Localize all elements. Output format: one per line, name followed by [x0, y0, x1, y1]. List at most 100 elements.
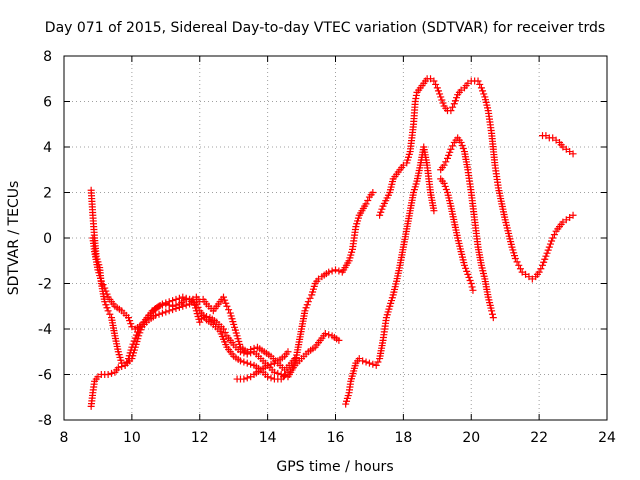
data-point [436, 90, 444, 98]
data-point [325, 268, 333, 276]
series-arc-4 [233, 348, 292, 383]
data-point [443, 154, 451, 162]
data-point [465, 273, 473, 281]
data-point [369, 360, 377, 368]
data-point [267, 374, 275, 382]
data-point [175, 303, 183, 311]
data-point [101, 284, 109, 292]
data-point [247, 345, 255, 353]
data-point [264, 373, 272, 381]
data-point [544, 246, 552, 254]
data-point [169, 306, 177, 314]
data-point [364, 196, 372, 204]
data-point [430, 207, 438, 215]
data-point [442, 158, 450, 166]
data-point [447, 145, 455, 153]
data-point [243, 374, 251, 382]
data-point [303, 301, 311, 309]
data-point [335, 267, 343, 275]
data-point [291, 355, 299, 363]
data-point [106, 310, 114, 318]
data-point [325, 331, 333, 339]
data-point [377, 208, 385, 216]
data-point [102, 301, 110, 309]
data-point [477, 84, 485, 92]
data-point [104, 307, 112, 315]
x-axis-title: GPS time / hours [276, 459, 393, 475]
y-tick-label: 2 [43, 186, 52, 202]
data-point [548, 237, 556, 245]
data-point [127, 320, 135, 328]
data-point [463, 267, 471, 275]
data-point [434, 87, 442, 95]
data-point [449, 103, 457, 111]
data-point [546, 240, 554, 248]
data-point [432, 80, 440, 88]
x-tick-label: 24 [598, 430, 616, 446]
y-tick-label: -6 [38, 368, 52, 384]
data-point [458, 141, 466, 149]
data-point [158, 309, 166, 317]
data-point [240, 375, 248, 383]
series-arc-8 [437, 175, 477, 294]
data-point [569, 211, 577, 219]
data-point [192, 300, 200, 308]
data-point [101, 298, 109, 306]
data-point [374, 358, 382, 366]
data-point [372, 361, 380, 369]
series-arc-7 [437, 134, 497, 322]
data-point [162, 308, 170, 316]
data-point [179, 302, 187, 310]
data-point [466, 276, 474, 284]
data-point [440, 179, 448, 187]
data-point [225, 306, 233, 314]
data-point [97, 277, 105, 285]
data-point [430, 77, 438, 85]
data-point [365, 359, 373, 367]
data-point [155, 310, 163, 318]
data-point [515, 261, 523, 269]
data-point [240, 358, 248, 366]
series-arc-6 [376, 75, 577, 283]
data-point [196, 318, 204, 326]
data-point [221, 296, 229, 304]
data-point [441, 182, 449, 190]
data-point [516, 265, 524, 273]
y-tick-label: 0 [43, 231, 52, 247]
data-point [104, 371, 112, 378]
data-point [440, 161, 448, 169]
data-point [332, 266, 339, 274]
data-point [172, 305, 180, 313]
y-axis-title: SDTVAR / TECUs [6, 181, 22, 296]
data-point [335, 336, 343, 344]
series-arc-3 [89, 234, 343, 383]
data-point [321, 330, 329, 338]
data-point [437, 93, 445, 101]
data-point [169, 297, 177, 305]
data-point [462, 264, 470, 272]
data-point [476, 80, 484, 88]
data-point [243, 359, 251, 367]
data-point [220, 293, 228, 301]
y-tick-label: -4 [38, 322, 52, 338]
data-point [537, 265, 545, 273]
data-point [467, 280, 475, 287]
x-tick-label: 14 [259, 430, 277, 446]
data-point [165, 298, 173, 306]
data-point [175, 294, 183, 302]
data-point [118, 363, 126, 371]
data-point [489, 314, 497, 322]
data-point [162, 299, 170, 307]
data-point [550, 231, 558, 239]
data-point [306, 294, 314, 302]
data-point [108, 369, 116, 377]
data-point [438, 96, 446, 104]
data-point [459, 145, 467, 153]
data-point [569, 150, 577, 158]
data-point [135, 332, 143, 340]
data-point [539, 261, 547, 269]
data-point [103, 304, 111, 312]
data-point [488, 307, 496, 315]
